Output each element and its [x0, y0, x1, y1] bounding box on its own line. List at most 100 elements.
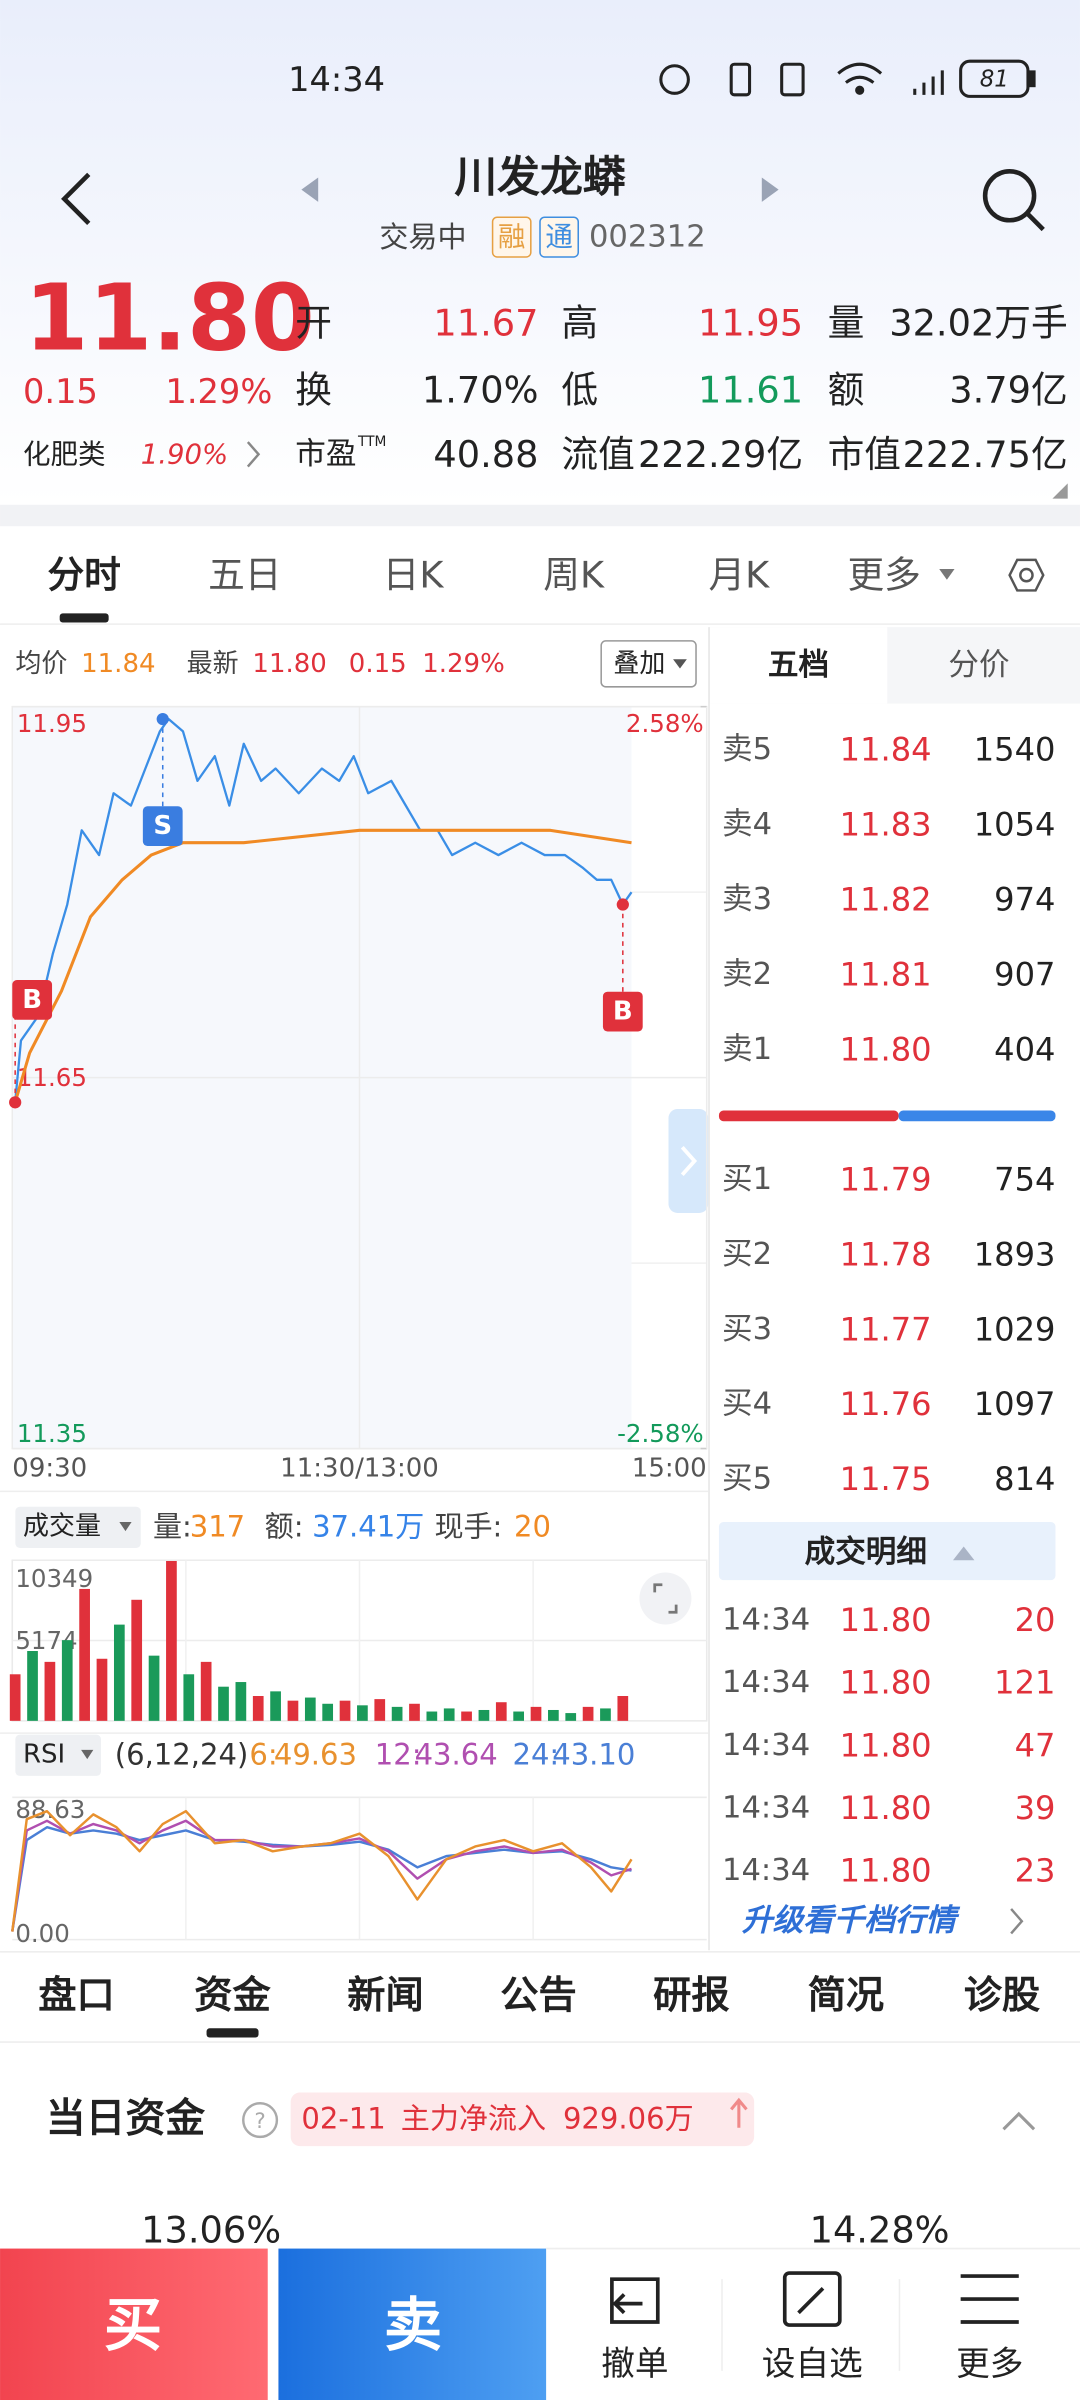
volume-bar	[374, 1699, 386, 1721]
indicator-name: RSI	[23, 1739, 65, 1769]
volume-tick-label: 10349	[15, 1564, 93, 1593]
indicator-select[interactable]	[15, 1734, 101, 1776]
trade-volume: 23	[1015, 1852, 1056, 1890]
chart-tab[interactable]: 周K	[543, 554, 605, 597]
price-line	[14, 717, 633, 1103]
buy-label[interactable]: 买	[104, 2291, 162, 2359]
overlay-button[interactable]	[600, 640, 697, 688]
quote-value: 40.88	[433, 433, 538, 476]
action-label[interactable]: 撤单	[601, 2344, 668, 2383]
quote-value: 11.95	[698, 301, 803, 344]
hex-settings[interactable]	[1008, 558, 1045, 592]
section-tab[interactable]: 盘口	[38, 1973, 114, 2018]
section-tab[interactable]: 新闻	[347, 1974, 423, 2018]
badge-box	[539, 216, 580, 258]
chart-tab[interactable]: 更多	[847, 554, 920, 597]
quote-label: 额	[828, 369, 865, 412]
trade-detail-header	[718, 1521, 1056, 1581]
volume-bar	[443, 1708, 455, 1721]
volume-bar	[548, 1709, 559, 1721]
indicator-select[interactable]	[15, 1506, 141, 1548]
volume-bar	[617, 1696, 629, 1721]
rsi-line	[11, 1809, 633, 1932]
trade-detail-title[interactable]: 成交明细	[805, 1534, 927, 1570]
trade-point	[616, 898, 629, 911]
volume-bar	[218, 1686, 229, 1721]
section-tab[interactable]: 简况	[808, 1974, 884, 2018]
book-tab[interactable]: 分价	[948, 648, 1009, 683]
quote-value: 11.67	[433, 301, 538, 344]
book-volume: 974	[994, 880, 1055, 918]
volume-field-label: 额:	[265, 1510, 304, 1544]
expand-tab[interactable]	[668, 1108, 709, 1214]
action-label[interactable]: 设自选	[762, 2344, 863, 2383]
sector-arrow	[246, 441, 261, 468]
volume-bar	[513, 1711, 525, 1721]
section-tab[interactable]: 研报	[653, 1974, 729, 2018]
expand-chevron	[680, 1145, 698, 1177]
quote-label: 流值	[561, 433, 634, 476]
chart-tab[interactable]: 分时	[47, 554, 120, 597]
buy-button[interactable]	[0, 2248, 268, 2400]
prev-stock[interactable]	[301, 177, 319, 202]
quote-label-sup: TTM	[357, 434, 386, 450]
tab-underline	[206, 2028, 259, 2038]
book-price: 11.81	[840, 955, 932, 993]
book-volume: 907	[994, 955, 1055, 993]
action-label[interactable]: 更多	[956, 2344, 1023, 2383]
trade-time: 14:34	[722, 1728, 810, 1763]
quote-value: 222.29亿	[638, 433, 803, 476]
volume-bar	[322, 1703, 334, 1721]
book-volume: 1893	[974, 1235, 1056, 1273]
volume-bar	[113, 1624, 125, 1721]
volume-field-value: 37.41万	[312, 1510, 424, 1544]
book-price: 11.78	[840, 1235, 932, 1273]
trade-status: 交易中	[379, 220, 466, 254]
latest-change-pct: 1.29%	[422, 649, 505, 679]
trade-price: 11.80	[840, 1852, 932, 1890]
book-price: 11.83	[840, 805, 932, 843]
volume-bar	[270, 1691, 281, 1721]
upgrade-link[interactable]: 升级看千档行情	[742, 1904, 960, 1939]
trade-marker-label: B	[613, 997, 633, 1027]
section-tab[interactable]: 公告	[500, 1974, 576, 2018]
overlay-label: 叠加	[613, 649, 665, 679]
volume-bar	[565, 1713, 577, 1721]
price-change: 0.15	[23, 372, 98, 411]
collapse-button[interactable]	[1002, 2111, 1036, 2131]
book-price: 11.77	[840, 1310, 932, 1348]
sell-label[interactable]: 卖	[384, 2291, 442, 2359]
badge: 通	[545, 221, 573, 253]
chart-tab[interactable]: 月K	[708, 554, 770, 597]
book-tab-active	[709, 627, 888, 704]
chart-tab[interactable]: 日K	[383, 554, 445, 597]
book-label: 卖3	[722, 882, 772, 917]
volume-field-value: 317	[190, 1510, 245, 1544]
chart-tab[interactable]: 五日	[208, 554, 281, 597]
back-button[interactable]	[61, 172, 91, 225]
volume-bar	[235, 1682, 247, 1721]
rsi-field-label: 12:	[375, 1737, 422, 1771]
volume-bar	[166, 1560, 177, 1721]
book-label: 卖2	[722, 957, 772, 992]
sell-button[interactable]	[278, 2248, 547, 2400]
volume-field-value: 20	[514, 1510, 551, 1544]
book-price: 11.79	[840, 1160, 932, 1198]
book-tab[interactable]: 五档	[768, 648, 829, 683]
quote-label: 高	[561, 301, 598, 344]
volume-bar	[96, 1658, 108, 1721]
rsi-field-value: 49.63	[274, 1737, 357, 1771]
volume-bar	[530, 1706, 542, 1721]
volume-bar	[426, 1711, 438, 1721]
fullscreen-button[interactable]	[639, 1572, 692, 1625]
search-button[interactable]	[982, 169, 1045, 232]
section-tab[interactable]: 资金	[194, 1974, 271, 2018]
section-tab[interactable]: 诊股	[964, 1974, 1041, 2018]
battery-level: 81	[980, 67, 1009, 93]
sector-pct: 1.90%	[141, 438, 228, 470]
book-price: 11.82	[840, 880, 932, 918]
stock-code: 002312	[589, 220, 706, 255]
x-tick-label: 15:00	[632, 1453, 707, 1483]
next-stock[interactable]	[761, 177, 779, 202]
help-icon[interactable]	[242, 2102, 279, 2139]
